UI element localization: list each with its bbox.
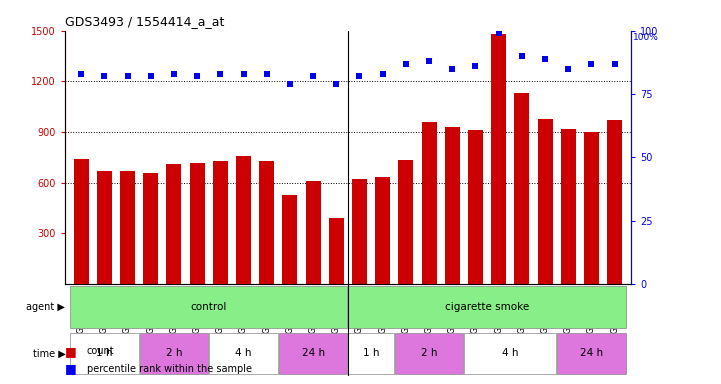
Bar bbox=[143, 173, 158, 284]
Text: 4 h: 4 h bbox=[235, 348, 252, 358]
Point bbox=[377, 71, 389, 77]
Text: ■: ■ bbox=[65, 345, 76, 358]
Bar bbox=[70, 286, 348, 328]
Point bbox=[609, 61, 620, 67]
Bar bbox=[190, 162, 205, 284]
Point bbox=[585, 61, 597, 67]
Text: count: count bbox=[87, 346, 114, 356]
Text: 1 h: 1 h bbox=[96, 348, 112, 358]
Text: percentile rank within the sample: percentile rank within the sample bbox=[87, 364, 252, 374]
Bar bbox=[348, 333, 394, 374]
Bar bbox=[167, 164, 182, 284]
Text: agent ▶: agent ▶ bbox=[27, 302, 66, 312]
Text: ■: ■ bbox=[65, 362, 76, 375]
Point bbox=[261, 71, 273, 77]
Bar bbox=[514, 93, 529, 284]
Bar bbox=[468, 131, 483, 284]
Bar bbox=[491, 34, 506, 284]
Text: GDS3493 / 1554414_a_at: GDS3493 / 1554414_a_at bbox=[65, 15, 224, 28]
Bar bbox=[561, 129, 576, 284]
Point bbox=[516, 53, 528, 59]
Text: time ▶: time ▶ bbox=[32, 348, 66, 358]
Point bbox=[423, 58, 435, 64]
Bar bbox=[394, 333, 464, 374]
Point bbox=[238, 71, 249, 77]
Bar bbox=[209, 333, 278, 374]
Bar bbox=[398, 160, 413, 284]
Point bbox=[446, 66, 458, 72]
Bar bbox=[584, 132, 599, 284]
Bar bbox=[464, 333, 556, 374]
Text: 100%: 100% bbox=[633, 33, 659, 41]
Bar bbox=[557, 333, 626, 374]
Bar bbox=[306, 181, 321, 284]
Bar bbox=[283, 195, 298, 284]
Point bbox=[99, 73, 110, 79]
Point bbox=[400, 61, 412, 67]
Bar bbox=[348, 286, 626, 328]
Text: 4 h: 4 h bbox=[502, 348, 518, 358]
Point bbox=[539, 56, 551, 62]
Text: 24 h: 24 h bbox=[301, 348, 324, 358]
Bar bbox=[422, 122, 437, 284]
Point bbox=[307, 73, 319, 79]
Point bbox=[493, 30, 505, 36]
Bar bbox=[74, 159, 89, 284]
Bar bbox=[329, 218, 344, 284]
Point bbox=[562, 66, 574, 72]
Text: 2 h: 2 h bbox=[421, 348, 438, 358]
Text: 24 h: 24 h bbox=[580, 348, 603, 358]
Point bbox=[354, 73, 366, 79]
Point bbox=[191, 73, 203, 79]
Point bbox=[76, 71, 87, 77]
Point bbox=[284, 81, 296, 87]
Bar bbox=[445, 127, 460, 284]
Text: 2 h: 2 h bbox=[166, 348, 182, 358]
Bar bbox=[97, 171, 112, 284]
Bar bbox=[279, 333, 348, 374]
Point bbox=[330, 81, 342, 87]
Bar bbox=[70, 333, 138, 374]
Bar bbox=[213, 161, 228, 284]
Bar bbox=[120, 171, 135, 284]
Bar bbox=[259, 161, 274, 284]
Point bbox=[168, 71, 180, 77]
Text: control: control bbox=[190, 302, 227, 312]
Point bbox=[469, 63, 481, 69]
Point bbox=[145, 73, 156, 79]
Bar bbox=[375, 177, 390, 284]
Point bbox=[122, 73, 133, 79]
Point bbox=[215, 71, 226, 77]
Text: cigarette smoke: cigarette smoke bbox=[445, 302, 529, 312]
Bar bbox=[352, 179, 367, 284]
Bar bbox=[607, 120, 622, 284]
Text: 1 h: 1 h bbox=[363, 348, 379, 358]
Bar bbox=[538, 119, 552, 284]
Bar bbox=[140, 333, 208, 374]
Bar bbox=[236, 156, 251, 284]
